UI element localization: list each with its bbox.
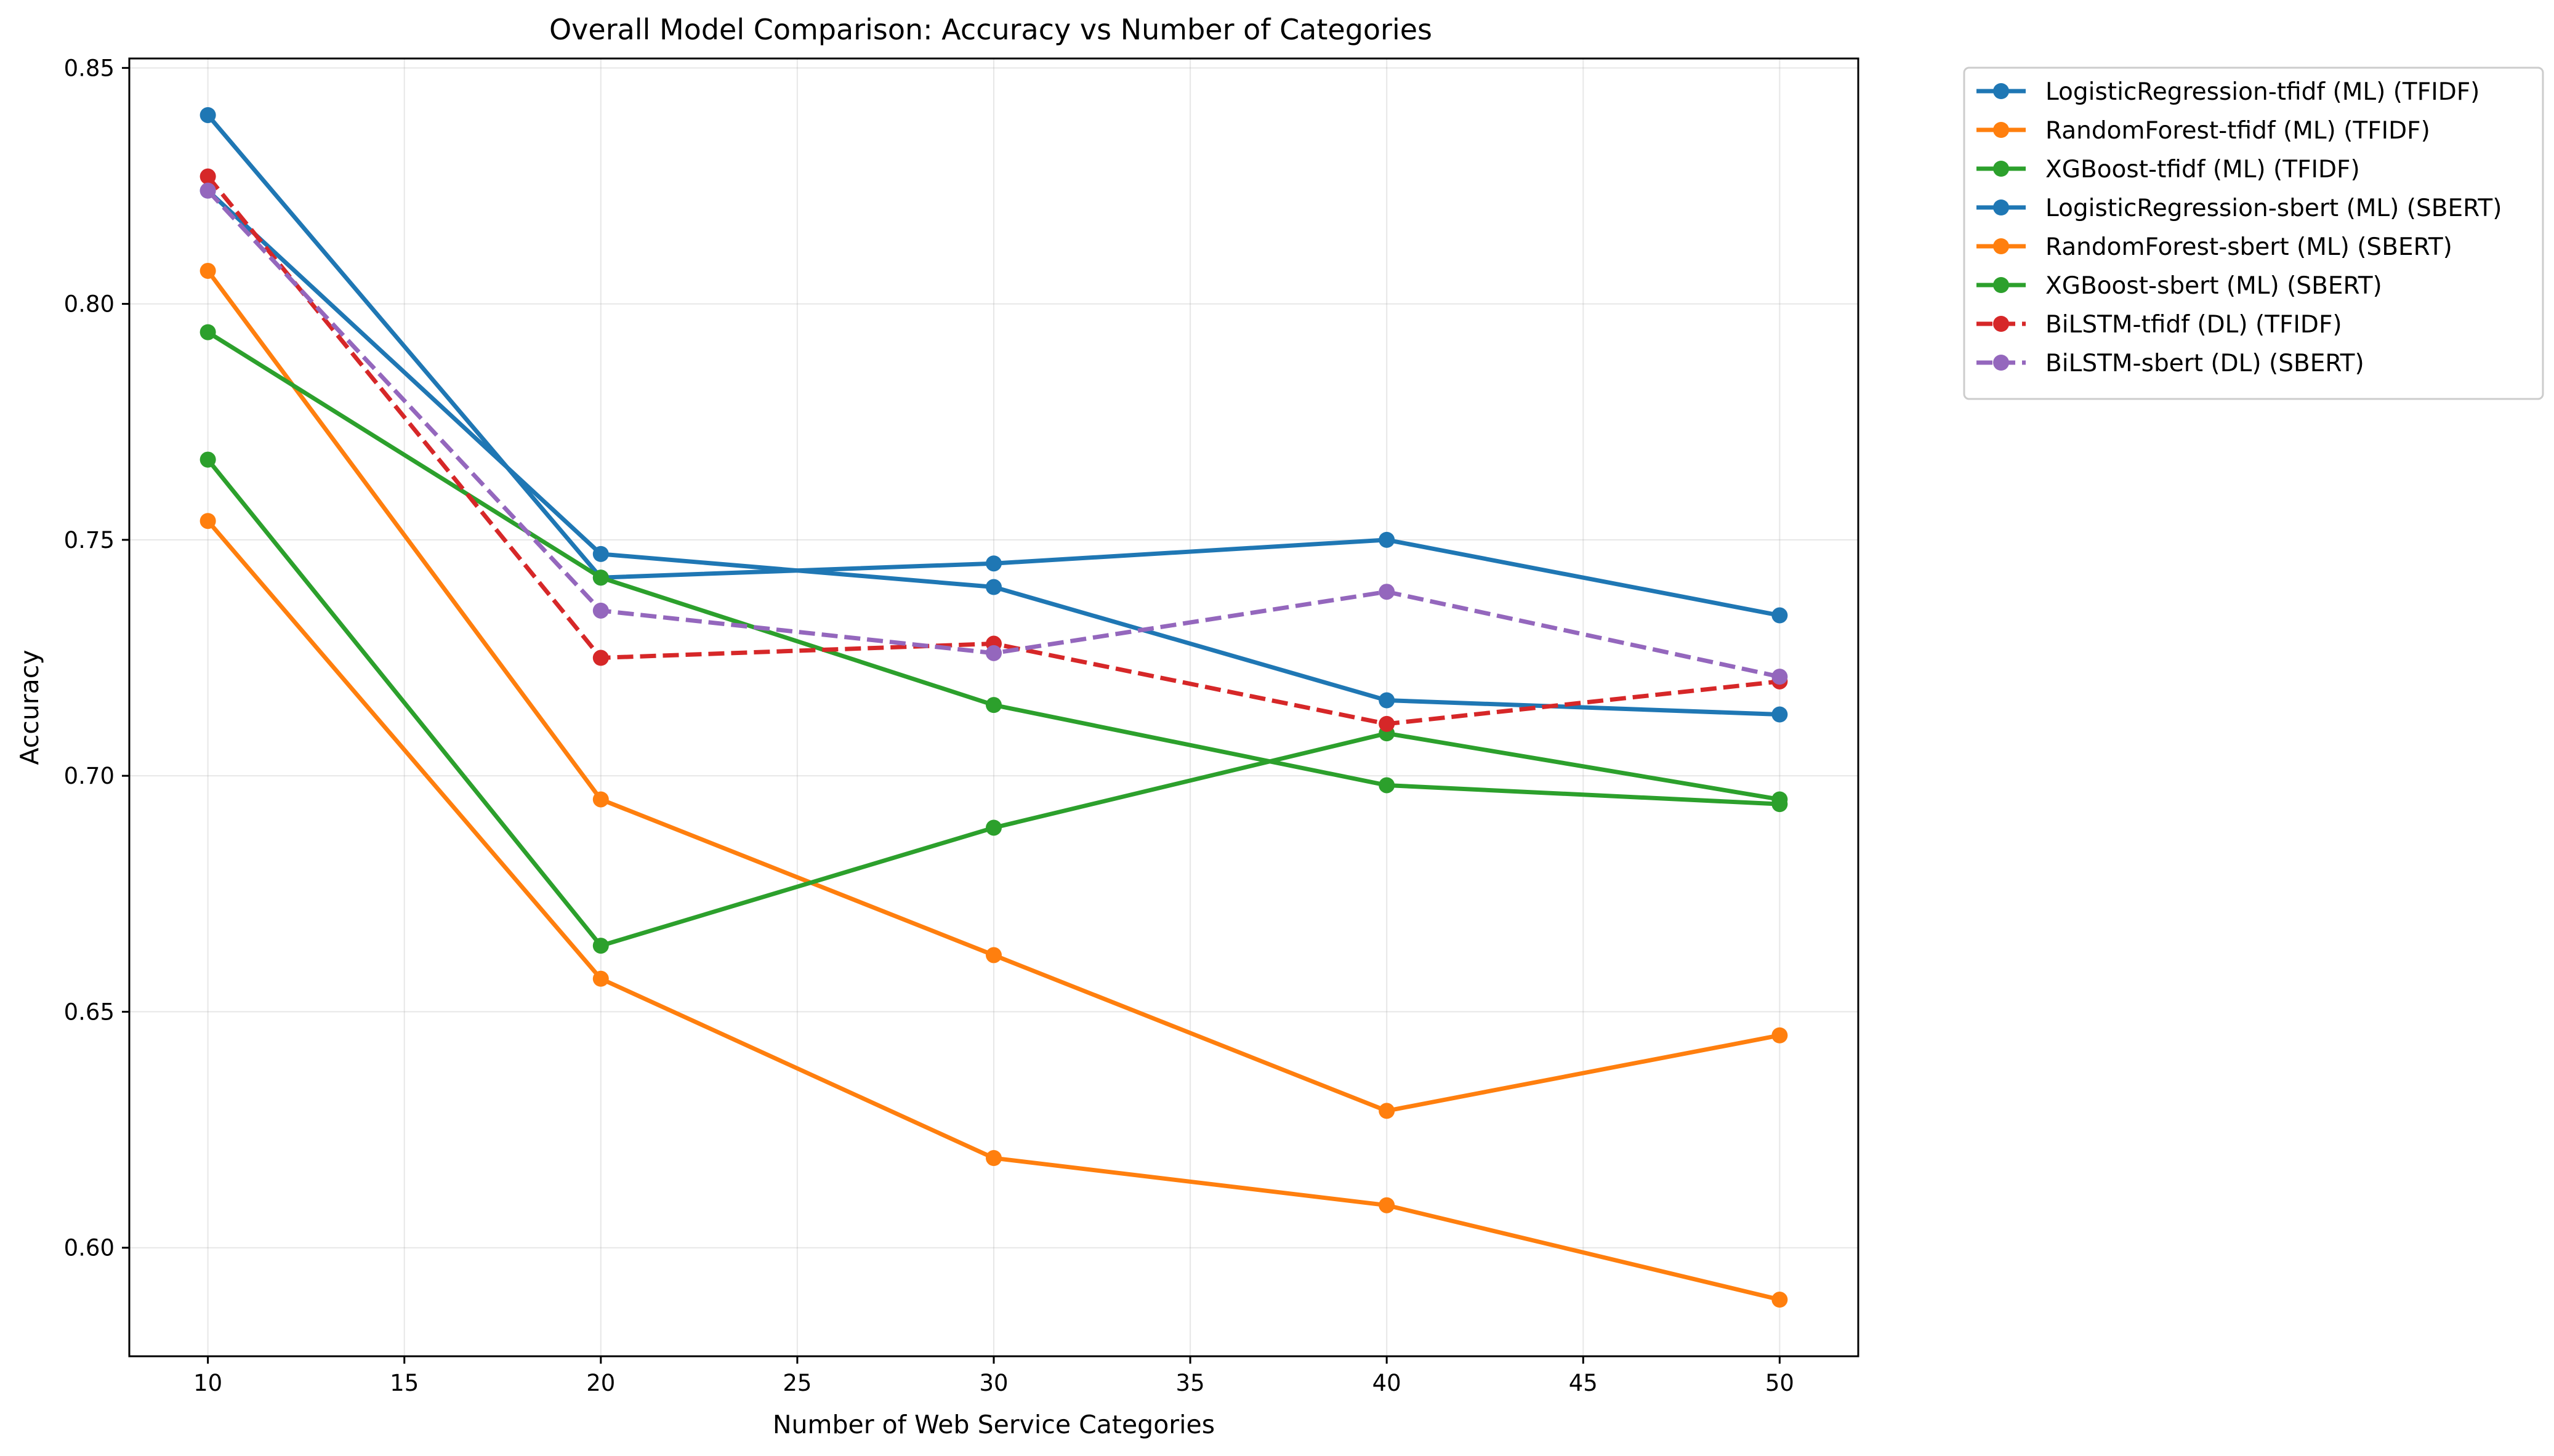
y-tick-label: 0.60	[64, 1235, 115, 1261]
data-point	[592, 938, 609, 954]
x-tick-label: 15	[390, 1370, 419, 1396]
data-point	[592, 569, 609, 586]
legend-item: XGBoost-sbert (ML) (SBERT)	[1976, 272, 2382, 300]
x-tick-label: 45	[1569, 1370, 1598, 1396]
data-point	[199, 262, 216, 279]
legend-item: XGBoost-tfidf (ML) (TFIDF)	[1976, 156, 2360, 183]
data-point	[1771, 706, 1788, 723]
series-2	[199, 262, 1788, 1119]
legend-item: RandomForest-tfidf (ML) (TFIDF)	[1976, 117, 2430, 145]
data-point	[199, 451, 216, 468]
chart-title: Overall Model Comparison: Accuracy vs Nu…	[549, 13, 1432, 46]
legend-label: XGBoost-sbert (ML) (SBERT)	[2045, 272, 2382, 300]
legend-label: RandomForest-sbert (ML) (SBERT)	[2045, 233, 2452, 261]
data-point	[199, 182, 216, 199]
data-point	[1379, 584, 1395, 600]
data-point	[1379, 531, 1395, 548]
axis-ticks: 10 15 20 25 30 35 40 45 50 0.60 0.65 0.70 0.75 0.80 0.…	[64, 55, 1794, 1396]
data-point	[1379, 692, 1395, 709]
x-tick-label: 10	[193, 1370, 222, 1396]
legend-label: XGBoost-tfidf (ML) (TFIDF)	[2045, 156, 2360, 183]
data-point	[199, 513, 216, 529]
data-point	[592, 791, 609, 808]
legend-frame	[1963, 66, 2544, 400]
legend-label: BiLSTM-sbert (DL) (SBERT)	[2045, 350, 2364, 377]
data-point	[199, 168, 216, 185]
data-point	[1771, 1027, 1788, 1044]
y-tick-label: 0.80	[64, 291, 115, 318]
legend-swatch-marker	[1993, 83, 2009, 99]
data-point	[592, 650, 609, 666]
legend-swatch-marker	[1993, 277, 2009, 293]
legend-swatch-marker	[1993, 199, 2009, 215]
legend-label: LogisticRegression-tfidf (ML) (TFIDF)	[2045, 78, 2479, 106]
data-point	[592, 970, 609, 987]
legend-label: BiLSTM-tfidf (DL) (TFIDF)	[2045, 311, 2342, 339]
data-point	[199, 107, 216, 123]
legend-item: LogisticRegression-sbert (ML) (SBERT)	[1976, 195, 2502, 222]
y-tick-label: 0.65	[64, 999, 115, 1025]
legend-label: LogisticRegression-sbert (ML) (SBERT)	[2045, 195, 2502, 222]
data-point	[1379, 777, 1395, 794]
y-tick-label: 0.70	[64, 763, 115, 789]
series-5	[199, 513, 1788, 1308]
x-tick-label: 50	[1765, 1370, 1794, 1396]
x-tick-label: 30	[979, 1370, 1008, 1396]
data-point	[1379, 1197, 1395, 1213]
y-tick-label: 0.85	[64, 55, 115, 81]
y-tick-label: 0.75	[64, 527, 115, 553]
data-point	[986, 645, 1002, 661]
legend-swatch-marker	[1993, 355, 2009, 371]
data-point	[986, 819, 1002, 836]
y-axis-label: Accuracy	[15, 650, 44, 765]
data-point	[1379, 715, 1395, 732]
data-point	[986, 579, 1002, 595]
data-point	[1771, 791, 1788, 808]
data-point	[986, 697, 1002, 714]
data-point	[592, 602, 609, 619]
data-point	[592, 545, 609, 562]
data-point	[1771, 607, 1788, 624]
legend-swatch-marker	[1993, 122, 2009, 138]
x-tick-label: 40	[1372, 1370, 1401, 1396]
x-tick-label: 25	[783, 1370, 812, 1396]
legend-swatch-marker	[1993, 161, 2009, 177]
data-point	[1379, 1103, 1395, 1119]
data-point	[986, 555, 1002, 572]
series-8	[199, 182, 1788, 685]
data-point	[986, 1150, 1002, 1167]
x-tick-label: 20	[586, 1370, 615, 1396]
legend-item: BiLSTM-sbert (DL) (SBERT)	[1976, 350, 2364, 377]
x-axis-label: Number of Web Service Categories	[773, 1410, 1215, 1439]
legend-item: BiLSTM-tfidf (DL) (TFIDF)	[1976, 311, 2342, 339]
legend: LogisticRegression-tfidf (ML) (TFIDF) Ran…	[1963, 66, 2544, 400]
legend-swatch-marker	[1993, 316, 2009, 332]
legend-item: LogisticRegression-tfidf (ML) (TFIDF)	[1976, 78, 2479, 106]
data-point	[986, 947, 1002, 963]
series-group	[199, 107, 1788, 1308]
data-point	[1771, 669, 1788, 685]
legend-item: RandomForest-sbert (ML) (SBERT)	[1976, 233, 2452, 261]
legend-swatch-marker	[1993, 238, 2009, 254]
x-tick-label: 35	[1176, 1370, 1205, 1396]
data-point	[1771, 1292, 1788, 1308]
legend-label: RandomForest-tfidf (ML) (TFIDF)	[2045, 117, 2430, 145]
data-point	[199, 324, 216, 340]
